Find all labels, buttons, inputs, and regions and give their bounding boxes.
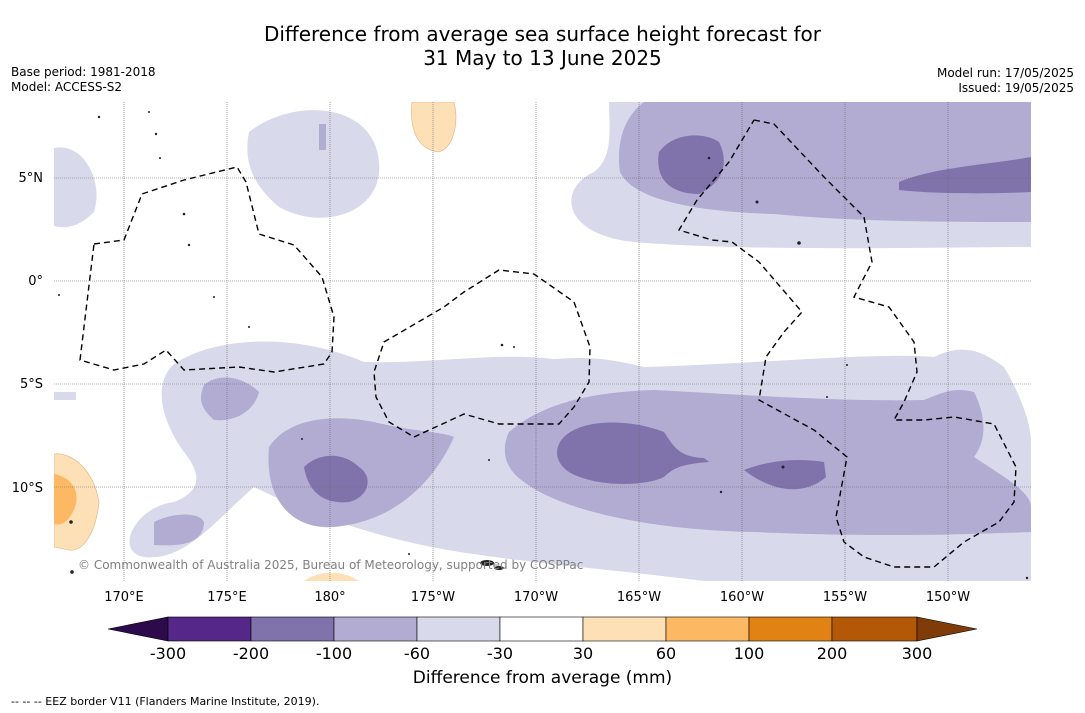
lat-label: 5°N bbox=[18, 171, 44, 186]
lon-label: 175°W bbox=[410, 590, 456, 605]
title-line-2: 31 May to 13 June 2025 bbox=[423, 46, 662, 70]
run-info: Model run: 17/05/2025 Issued: 19/05/2025 bbox=[937, 66, 1074, 96]
anomaly-dark-purple bbox=[304, 135, 1031, 503]
colorbar-segment bbox=[582, 616, 667, 642]
colorbar-tick: 200 bbox=[816, 644, 848, 663]
lat-label: 10°S bbox=[11, 481, 43, 496]
colorbar-segment bbox=[748, 616, 833, 642]
title-line-1: Difference from average sea surface heig… bbox=[263, 22, 822, 46]
colorbar-tick: 100 bbox=[733, 644, 765, 663]
eez-footnote: -- -- -- EEZ border V11 (Flanders Marine… bbox=[11, 695, 320, 708]
base-period: Base period: 1981-2018 bbox=[11, 65, 156, 79]
lon-label: 175°E bbox=[207, 590, 247, 605]
colorbar-segment bbox=[167, 616, 252, 642]
colorbar-extend-low bbox=[108, 616, 169, 642]
chart-title: Difference from average sea surface heig… bbox=[0, 22, 1085, 70]
colorbar-tick: 30 bbox=[572, 644, 594, 663]
colorbar-segment bbox=[665, 616, 750, 642]
grid-lines bbox=[54, 102, 1031, 581]
colorbar-tick: -100 bbox=[315, 644, 353, 663]
eez-borders bbox=[79, 119, 1017, 568]
lon-label: 150°W bbox=[925, 590, 971, 605]
colorbar-tick: -60 bbox=[403, 644, 431, 663]
colorbar-tick: 60 bbox=[655, 644, 677, 663]
lon-label: 160°W bbox=[719, 590, 765, 605]
base-info: Base period: 1981-2018 Model: ACCESS-S2 bbox=[11, 65, 156, 95]
colorbar-segment bbox=[416, 616, 501, 642]
colorbar-tick: -300 bbox=[149, 644, 187, 663]
model-name: Model: ACCESS-S2 bbox=[11, 80, 123, 94]
colorbar-extend-high bbox=[916, 616, 978, 642]
lon-label: 155°W bbox=[822, 590, 868, 605]
colorbar-segment bbox=[499, 616, 584, 642]
lon-label: 165°W bbox=[616, 590, 662, 605]
lon-label: 170°W bbox=[513, 590, 559, 605]
anomaly-orange bbox=[54, 102, 457, 581]
lat-label: 5°S bbox=[19, 377, 43, 392]
copyright-credit: © Commonwealth of Australia 2025, Bureau… bbox=[78, 558, 584, 572]
colorbar bbox=[108, 616, 978, 642]
colorbar-segment bbox=[333, 616, 418, 642]
colorbar-tick: -30 bbox=[486, 644, 514, 663]
colorbar-tick: 300 bbox=[901, 644, 933, 663]
lon-label: 180° bbox=[314, 590, 346, 605]
lon-label: 170°E bbox=[104, 590, 144, 605]
issued-date: Issued: 19/05/2025 bbox=[958, 81, 1074, 95]
colorbar-segment bbox=[831, 616, 918, 642]
anomaly-map bbox=[54, 102, 1031, 581]
island-coastlines bbox=[58, 111, 1029, 580]
lat-label: 0° bbox=[28, 274, 43, 289]
colorbar-label: Difference from average (mm) bbox=[412, 668, 673, 688]
colorbar-segment bbox=[250, 616, 335, 642]
colorbar-tick: -200 bbox=[232, 644, 270, 663]
model-run: Model run: 17/05/2025 bbox=[936, 66, 1074, 80]
